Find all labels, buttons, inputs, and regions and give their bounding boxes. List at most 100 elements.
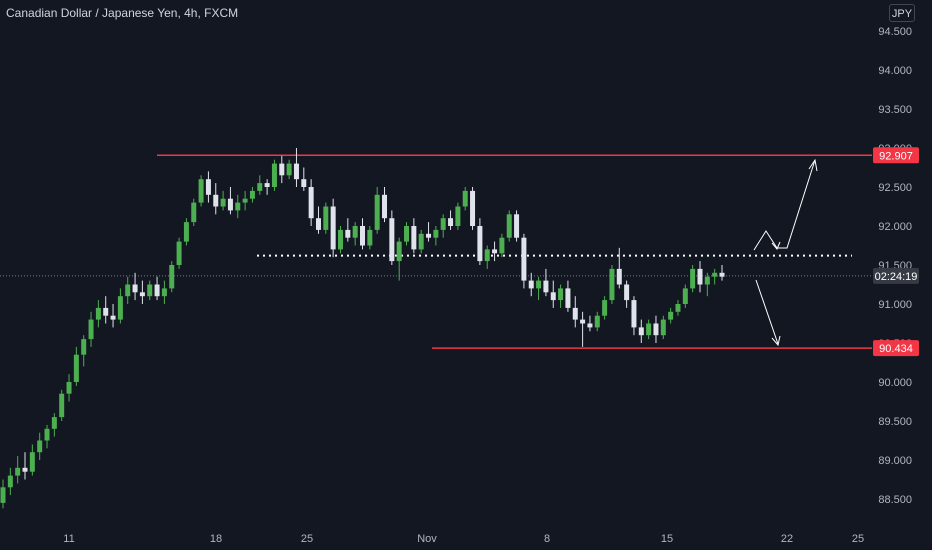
candle-body	[477, 226, 483, 262]
candle-body	[389, 218, 395, 262]
x-tick-label: 25	[301, 533, 313, 545]
candle-body	[154, 284, 160, 297]
x-tick-label: 25	[852, 533, 864, 545]
candle-body	[345, 229, 351, 238]
candle-body	[81, 339, 87, 355]
candle-body	[550, 292, 556, 301]
candle-body	[198, 179, 204, 203]
candle-body	[594, 315, 600, 328]
candle-body	[668, 311, 674, 320]
candle-body	[462, 190, 468, 207]
candle-body	[271, 163, 277, 187]
support-price-tag: 90.434	[873, 340, 919, 357]
candle-body	[7, 475, 13, 488]
candle-body	[631, 300, 637, 328]
candle-body	[682, 288, 688, 304]
candle-body	[0, 487, 6, 503]
y-tick-label: 90.000	[878, 377, 912, 389]
candle-body	[352, 226, 358, 238]
candle-body	[675, 304, 681, 312]
candle-body	[609, 268, 615, 301]
x-tick-label: 11	[63, 533, 74, 545]
candle-body	[125, 284, 131, 297]
candle-body	[257, 183, 263, 191]
candle-body	[205, 179, 211, 195]
candle-body	[506, 214, 512, 238]
candle-body	[690, 268, 696, 289]
candle-body	[29, 452, 35, 472]
arrow-head-icon	[808, 158, 818, 172]
candle-body	[697, 268, 703, 285]
candle-body	[242, 198, 248, 203]
currency-button[interactable]: JPY	[889, 4, 915, 22]
candle-body	[95, 307, 101, 320]
candle-body	[161, 288, 167, 297]
candle-body	[15, 467, 21, 476]
bullish-projection-arrow	[753, 159, 816, 251]
candle-body	[73, 354, 79, 382]
x-tick-label: Nov	[417, 533, 437, 545]
y-tick-label: 88.500	[878, 494, 912, 506]
candle-body	[587, 323, 593, 328]
candle-body	[624, 284, 630, 301]
current-time-tag: 02:24:19	[873, 267, 919, 284]
candle-body	[66, 382, 72, 394]
candle-body	[543, 280, 549, 293]
candle-body	[558, 288, 564, 301]
candle-body	[712, 272, 718, 277]
x-tick-label: 15	[661, 533, 673, 545]
candle-body	[183, 222, 189, 242]
price-tag-bg	[873, 147, 919, 164]
candle-body	[521, 237, 527, 281]
candle-body	[249, 190, 255, 199]
candle-body	[536, 280, 542, 289]
candle-body	[374, 194, 380, 230]
y-tick-label: 92.500	[878, 182, 912, 194]
candle-body	[484, 249, 490, 262]
price-tag-bg	[873, 340, 919, 357]
arrow-head-icon	[771, 335, 781, 347]
candle-body	[110, 315, 116, 320]
candle-body	[411, 226, 417, 250]
candle-body	[279, 163, 285, 176]
candle-body	[235, 202, 241, 211]
candle-body	[653, 323, 659, 336]
candle-body	[117, 296, 123, 320]
candle-body	[213, 194, 219, 207]
candle-body	[565, 288, 571, 308]
y-tick-label: 91.000	[878, 299, 912, 311]
candle-body	[528, 280, 534, 289]
candle-body	[616, 268, 622, 285]
candle-body	[169, 265, 175, 289]
candle-body	[660, 319, 666, 336]
arrow-head-icon	[771, 241, 781, 250]
candle-body	[264, 183, 270, 187]
candle-body	[147, 284, 153, 297]
candle-body	[382, 194, 388, 219]
resistance-price-tag: 92.907	[873, 147, 919, 164]
y-tick-label: 92.000	[878, 221, 912, 233]
y-tick-label: 94.000	[878, 65, 912, 77]
candle-body	[44, 428, 50, 441]
x-tick-label: 8	[544, 533, 550, 545]
candle-body	[418, 233, 424, 250]
price-tag-text: 02:24:19	[875, 271, 918, 283]
x-tick-label: 22	[781, 533, 793, 545]
candle-body	[360, 226, 365, 246]
candle-body	[37, 440, 43, 453]
candle-body	[448, 218, 454, 226]
y-tick-label: 89.500	[878, 416, 912, 428]
candle-body	[88, 319, 94, 340]
candle-body	[293, 163, 299, 180]
candle-body	[286, 163, 292, 176]
candle-body	[176, 241, 182, 265]
candle-body	[396, 241, 402, 262]
y-tick-label: 94.500	[878, 26, 912, 38]
candle-body	[220, 198, 226, 207]
candle-body	[59, 393, 65, 418]
candle-body	[580, 319, 586, 324]
y-tick-label: 89.000	[878, 455, 912, 467]
y-tick-label: 93.500	[878, 104, 912, 116]
candle-body	[330, 206, 336, 250]
